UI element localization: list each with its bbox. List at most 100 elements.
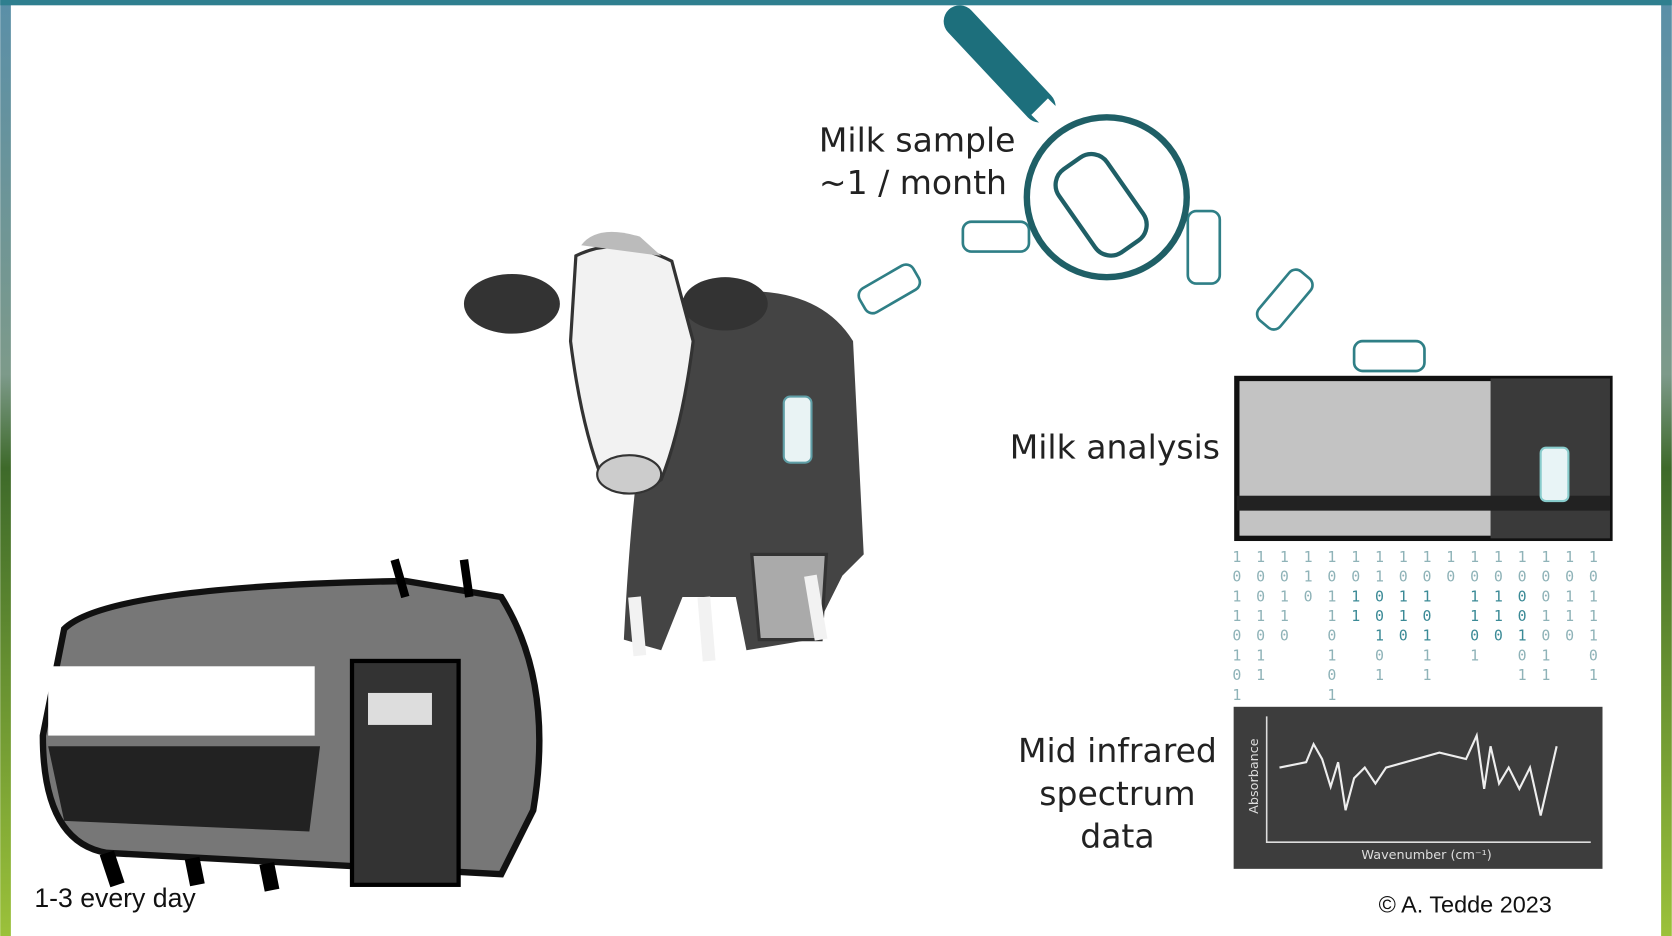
binary-digit: 0 (1541, 568, 1550, 586)
binary-digit: 1 (1256, 548, 1265, 566)
y-axis-label: Absorbance (1247, 738, 1262, 814)
binary-digit: 1 (1565, 587, 1574, 605)
binary-digit: 1 (1541, 666, 1550, 684)
spectrum-label: Mid infrared (1018, 731, 1217, 770)
milk-analyzer (1237, 378, 1610, 538)
binary-digit: 0 (1446, 568, 1455, 586)
binary-digit: 1 (1518, 666, 1527, 684)
binary-digit: 0 (1375, 646, 1384, 664)
binary-digit: 0 (1232, 568, 1241, 586)
binary-digit: 0 (1232, 666, 1241, 684)
binary-digit: 1 (1399, 548, 1408, 566)
tank-label: 1-3 every day (34, 883, 196, 913)
binary-digit: 0 (1589, 646, 1598, 664)
binary-digit: 0 (1518, 607, 1527, 625)
binary-digit: 1 (1518, 627, 1527, 645)
binary-digit: 0 (1256, 627, 1265, 645)
binary-digit: 1 (1423, 666, 1432, 684)
binary-digit: 0 (1327, 568, 1336, 586)
binary-digit: 1 (1494, 548, 1503, 566)
binary-digit: 1 (1375, 627, 1384, 645)
spectrum-label: spectrum (1039, 774, 1195, 813)
binary-digit: 1 (1589, 627, 1598, 645)
spectrum-label: data (1080, 817, 1154, 856)
binary-digit: 0 (1280, 627, 1289, 645)
binary-digit: 1 (1375, 548, 1384, 566)
binary-digit: 1 (1232, 548, 1241, 566)
binary-digit: 1 (1280, 587, 1289, 605)
binary-digit: 1 (1589, 607, 1598, 625)
binary-digit: 1 (1565, 607, 1574, 625)
binary-digit: 0 (1399, 568, 1408, 586)
binary-digit: 0 (1565, 627, 1574, 645)
binary-digit: 0 (1470, 627, 1479, 645)
binary-digit: 1 (1423, 627, 1432, 645)
binary-digit: 0 (1494, 568, 1503, 586)
slide: Milk sample ~1 / month Milk analysis Mid… (0, 0, 1672, 936)
binary-digit: 0 (1280, 568, 1289, 586)
binary-digit: 0 (1541, 627, 1550, 645)
binary-digit: 1 (1423, 646, 1432, 664)
binary-digit: 1 (1327, 646, 1336, 664)
binary-digit: 1 (1304, 568, 1313, 586)
binary-digit: 1 (1256, 666, 1265, 684)
milk-sample-label: Milk sample (819, 120, 1016, 159)
binary-digit: 1 (1446, 548, 1455, 566)
binary-digit: 0 (1518, 646, 1527, 664)
binary-digit: 1 (1280, 548, 1289, 566)
binary-digit: 0 (1423, 568, 1432, 586)
x-axis-label: Wavenumber (cm⁻¹) (1361, 848, 1491, 863)
binary-digit: 1 (1375, 666, 1384, 684)
binary-digit: 1 (1327, 548, 1336, 566)
binary-digit: 1 (1256, 646, 1265, 664)
binary-digit: 1 (1470, 548, 1479, 566)
binary-digit: 1 (1589, 587, 1598, 605)
binary-digit: 1 (1589, 666, 1598, 684)
binary-digit: 0 (1351, 568, 1360, 586)
binary-digit: 1 (1470, 607, 1479, 625)
binary-digit: 0 (1256, 587, 1265, 605)
spectrum-plot: Absorbance Wavenumber (cm⁻¹) (1234, 707, 1603, 869)
binary-digit: 1 (1399, 607, 1408, 625)
milk-analysis-label: Milk analysis (1010, 427, 1220, 466)
binary-digit: 1 (1351, 548, 1360, 566)
binary-digit: 1 (1423, 587, 1432, 605)
binary-digit: 1 (1423, 548, 1432, 566)
binary-digit: 0 (1494, 627, 1503, 645)
binary-digit: 1 (1470, 587, 1479, 605)
binary-digit: 1 (1518, 548, 1527, 566)
milk-sample-frequency: ~1 / month (819, 163, 1007, 202)
binary-digit: 0 (1375, 587, 1384, 605)
binary-digit: 0 (1375, 607, 1384, 625)
binary-digit: 1 (1589, 548, 1598, 566)
binary-digit: 1 (1541, 548, 1550, 566)
binary-digit: 0 (1518, 587, 1527, 605)
binary-digit: 1 (1232, 646, 1241, 664)
binary-digit: 0 (1470, 568, 1479, 586)
binary-digit: 0 (1327, 627, 1336, 645)
binary-digit: 0 (1541, 587, 1550, 605)
binary-digit: 1 (1541, 646, 1550, 664)
binary-digit: 1 (1351, 587, 1360, 605)
binary-digit: 0 (1256, 568, 1265, 586)
top-border (0, 0, 1672, 5)
milk-tank (43, 560, 539, 890)
binary-digit: 1 (1541, 607, 1550, 625)
binary-digit: 1 (1327, 607, 1336, 625)
binary-digit: 0 (1423, 607, 1432, 625)
binary-digit: 0 (1589, 568, 1598, 586)
binary-digit: 0 (1399, 627, 1408, 645)
binary-digit: 1 (1232, 587, 1241, 605)
binary-digit: 1 (1327, 686, 1336, 704)
binary-digit: 1 (1232, 686, 1241, 704)
binary-digit: 1 (1375, 568, 1384, 586)
binary-digit: 0 (1232, 627, 1241, 645)
binary-digit: 1 (1304, 548, 1313, 566)
binary-digit: 0 (1565, 568, 1574, 586)
binary-digit: 1 (1351, 607, 1360, 625)
binary-digit: 0 (1304, 587, 1313, 605)
binary-digit: 1 (1494, 587, 1503, 605)
binary-digit: 0 (1327, 666, 1336, 684)
binary-digit: 1 (1494, 607, 1503, 625)
copyright: © A. Tedde 2023 (1379, 892, 1552, 918)
